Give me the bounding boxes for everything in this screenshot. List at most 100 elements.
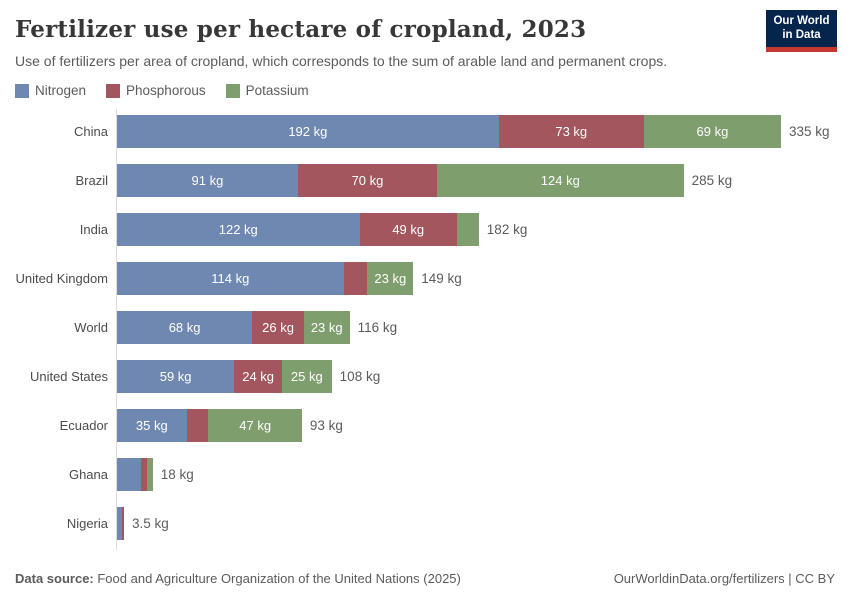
owid-logo-text: Our World in Data xyxy=(766,10,837,47)
category-label: Ghana xyxy=(68,467,108,482)
legend-item-potassium[interactable]: Potassium xyxy=(225,83,309,98)
bar-segment-potassium[interactable]: 23 kg xyxy=(367,262,414,295)
bar-segment-potassium[interactable]: 47 kg xyxy=(208,409,302,442)
bar-track: 18 kg xyxy=(117,458,194,491)
owid-logo-line1: Our World xyxy=(773,15,830,27)
segment-value-label: 114 kg xyxy=(211,271,250,286)
owid-logo-stripe xyxy=(766,47,837,52)
legend-item-nitrogen[interactable]: Nitrogen xyxy=(15,83,86,98)
bar-segment-nitrogen[interactable]: 114 kg xyxy=(117,262,344,295)
bar-track: 91 kg 70 kg 124 kg 285 kg xyxy=(117,164,732,197)
potassium-swatch-icon xyxy=(225,83,240,98)
total-value-label: 149 kg xyxy=(421,271,462,286)
bar-row-ecuador: Ecuador 35 kg 47 kg 93 kg xyxy=(15,409,835,442)
category-label: China xyxy=(74,124,108,139)
bar-row-world: World 68 kg 26 kg 23 kg 116 kg xyxy=(15,311,835,344)
bar-row-ghana: Ghana 18 kg xyxy=(15,458,835,491)
bar-segment-phosphorous[interactable] xyxy=(121,507,124,540)
total-value-label: 285 kg xyxy=(691,173,733,188)
segment-value-label: 23 kg xyxy=(310,320,343,335)
legend: Nitrogen Phosphorous Potassium xyxy=(15,83,835,98)
segment-value-label: 47 kg xyxy=(239,418,272,433)
bar-track: 122 kg 49 kg 182 kg xyxy=(117,213,527,246)
data-source-text: Food and Agriculture Organization of the… xyxy=(93,571,461,586)
page-subtitle: Use of fertilizers per area of cropland,… xyxy=(15,53,668,69)
bar-track: 192 kg 73 kg 69 kg 335 kg xyxy=(117,115,830,148)
bar-segment-nitrogen[interactable] xyxy=(117,458,141,491)
bar-segment-potassium[interactable] xyxy=(456,213,479,246)
footer: Data source: Food and Agriculture Organi… xyxy=(15,571,835,586)
total-value-label: 93 kg xyxy=(309,418,343,433)
bar-segment-nitrogen[interactable]: 91 kg xyxy=(117,164,298,197)
nitrogen-swatch-icon xyxy=(15,83,29,98)
segment-value-label: 124 kg xyxy=(540,173,580,188)
bar-segment-phosphorous[interactable] xyxy=(186,409,209,442)
segment-value-label: 24 kg xyxy=(242,369,275,384)
segment-value-label: 25 kg xyxy=(290,369,323,384)
category-label: Ecuador xyxy=(59,418,108,433)
stacked-bar-chart: China 192 kg 73 kg 69 kg 335 kg Brazil 91 kg 70… xyxy=(15,109,835,550)
bar-segment-phosphorous[interactable]: 73 kg xyxy=(498,115,644,148)
owid-logo: Our World in Data xyxy=(766,10,837,52)
bar-segment-phosphorous[interactable] xyxy=(343,262,368,295)
legend-label: Potassium xyxy=(245,83,309,98)
category-label: Nigeria xyxy=(66,516,108,531)
bar-segment-potassium[interactable]: 69 kg xyxy=(643,115,781,148)
data-source-note: Data source: Food and Agriculture Organi… xyxy=(15,571,461,586)
legend-label: Phosphorous xyxy=(126,83,206,98)
segment-value-label: 26 kg xyxy=(262,320,294,335)
owid-logo-line2: in Data xyxy=(782,29,821,41)
bar-segment-phosphorous[interactable]: 24 kg xyxy=(234,360,282,393)
total-value-label: 18 kg xyxy=(160,467,194,482)
segment-value-label: 70 kg xyxy=(351,173,384,188)
bar-segment-potassium[interactable]: 124 kg xyxy=(437,164,684,197)
total-value-label: 116 kg xyxy=(357,320,398,335)
total-value-label: 335 kg xyxy=(789,124,830,139)
y-axis-line xyxy=(116,109,117,550)
total-value-label: 108 kg xyxy=(339,369,381,384)
bar-track: 59 kg 24 kg 25 kg 108 kg xyxy=(117,360,380,393)
segment-value-label: 122 kg xyxy=(218,222,258,237)
bar-row-united-kingdom: United Kingdom 114 kg 23 kg 149 kg xyxy=(15,262,835,295)
bar-segment-phosphorous[interactable]: 49 kg xyxy=(359,213,457,246)
owid-url-link[interactable]: OurWorldinData.org/fertilizers | CC BY xyxy=(613,571,835,586)
bar-segment-potassium[interactable]: 23 kg xyxy=(303,311,350,344)
bar-segment-phosphorous[interactable]: 26 kg xyxy=(252,311,304,344)
bar-segment-potassium[interactable] xyxy=(146,458,153,491)
bar-row-nigeria: Nigeria 3.5 kg xyxy=(15,507,835,540)
bar-segment-nitrogen[interactable]: 68 kg xyxy=(117,311,253,344)
page-title: Fertilizer use per hectare of cropland, … xyxy=(15,16,587,43)
category-label: Brazil xyxy=(75,173,108,188)
bar-segment-nitrogen[interactable]: 192 kg xyxy=(117,115,499,148)
category-label: India xyxy=(79,222,108,237)
segment-value-label: 49 kg xyxy=(392,222,425,237)
bar-track: 3.5 kg xyxy=(117,507,169,540)
total-value-label: 182 kg xyxy=(486,222,528,237)
segment-value-label: 59 kg xyxy=(159,369,192,384)
segment-value-label: 69 kg xyxy=(696,124,729,139)
bar-row-china: China 192 kg 73 kg 69 kg 335 kg xyxy=(15,115,835,148)
segment-value-label: 35 kg xyxy=(135,418,168,433)
bar-segment-nitrogen[interactable]: 35 kg xyxy=(117,409,187,442)
bar-row-india: India 122 kg 49 kg 182 kg xyxy=(15,213,835,246)
bar-segment-potassium[interactable]: 25 kg xyxy=(281,360,332,393)
bar-row-brazil: Brazil 91 kg 70 kg 124 kg 285 kg xyxy=(15,164,835,197)
bar-segment-phosphorous[interactable] xyxy=(140,458,147,491)
segment-value-label: 73 kg xyxy=(555,124,588,139)
bar-track: 35 kg 47 kg 93 kg xyxy=(117,409,343,442)
segment-value-label: 68 kg xyxy=(168,320,201,335)
phosphorous-swatch-icon xyxy=(106,83,121,98)
bar-segment-nitrogen[interactable]: 59 kg xyxy=(117,360,235,393)
bar-track: 114 kg 23 kg 149 kg xyxy=(117,262,462,295)
legend-item-phosphorous[interactable]: Phosphorous xyxy=(106,83,206,98)
chart-rows: China 192 kg 73 kg 69 kg 335 kg Brazil 91 kg 70… xyxy=(15,109,835,550)
bar-row-united-states: United States 59 kg 24 kg 25 kg 108 kg xyxy=(15,360,835,393)
legend-label: Nitrogen xyxy=(35,83,87,98)
bar-track: 68 kg 26 kg 23 kg 116 kg xyxy=(117,311,397,344)
bar-segment-phosphorous[interactable]: 70 kg xyxy=(297,164,438,197)
bar-segment-nitrogen[interactable] xyxy=(117,507,122,540)
data-source-prefix: Data source: xyxy=(15,571,94,586)
bar-segment-nitrogen[interactable]: 122 kg xyxy=(117,213,360,246)
segment-value-label: 192 kg xyxy=(288,124,328,139)
